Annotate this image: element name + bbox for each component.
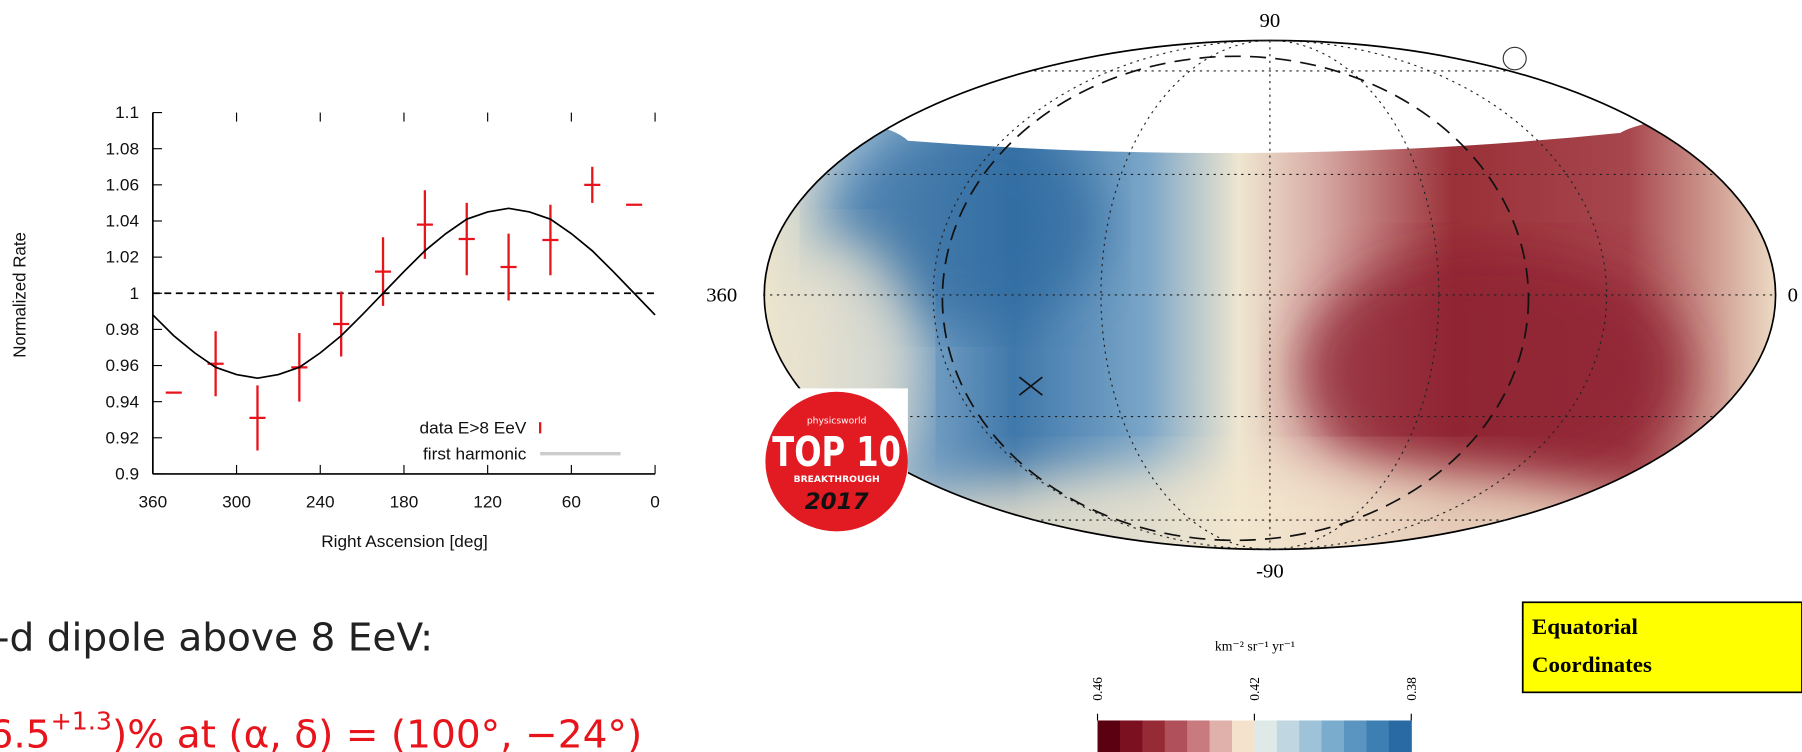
colorbar-label: km⁻² sr⁻¹ yr⁻¹	[1215, 639, 1295, 654]
info-box: Equatorial Coordinates	[1523, 602, 1802, 692]
colorbar-cell	[1389, 720, 1412, 752]
page: Normalized Rate Right Ascension [deg] 0.…	[0, 0, 1802, 752]
slide: Normalized Rate Right Ascension [deg] 0.…	[0, 0, 1802, 752]
x-axis-label: Right Ascension [deg]	[321, 532, 488, 551]
y-tick-label: 1.04	[106, 212, 140, 231]
y-tick-label: 0.92	[106, 429, 140, 448]
map-label: 90	[1260, 10, 1281, 32]
badge-brand: physicsworld	[807, 416, 867, 426]
map-label: 360	[706, 285, 737, 307]
y-tick-label: 0.94	[106, 392, 140, 411]
colorbar-cell	[1299, 720, 1322, 752]
y-tick-label: 1.06	[106, 176, 140, 195]
colorbar-cell	[1210, 720, 1233, 752]
y-tick-label: 1.1	[115, 103, 139, 122]
badge-year: 2017	[805, 489, 869, 515]
x-tick-label: 120	[473, 493, 502, 512]
y-tick-label: 0.96	[106, 356, 140, 375]
dipole-result: 6.5+1.3)% at (α, δ) = (100°, −24°)	[0, 707, 642, 752]
x-tick-label: 0	[650, 493, 660, 512]
colorbar-cell	[1120, 720, 1143, 752]
x-tick-label: 180	[390, 493, 419, 512]
map-label: 0	[1788, 285, 1798, 307]
colorbar-tick-label: 0.42	[1247, 677, 1262, 701]
colorbar-cell	[1344, 720, 1367, 752]
legend-label: data E>8 EeV	[420, 419, 527, 438]
y-tick-label: 1.02	[106, 248, 140, 267]
colorbar-cell	[1322, 720, 1345, 752]
y-axis-label: Normalized Rate	[10, 232, 29, 358]
colorbar: km⁻² sr⁻¹ yr⁻¹ 0.46 0.42 0.38	[1090, 639, 1419, 752]
colorbar-cell	[1142, 720, 1165, 752]
x-tick-label: 300	[222, 493, 251, 512]
map-label: -90	[1256, 561, 1284, 583]
colorbar-cell	[1277, 720, 1300, 752]
colorbar-cell	[1098, 720, 1121, 752]
colorbar-cell	[1254, 720, 1277, 752]
y-tick-label: 0.9	[115, 465, 139, 484]
colorbar-cell	[1165, 720, 1188, 752]
y-tick-label: 1	[129, 284, 139, 303]
x-tick-label: 360	[138, 493, 167, 512]
colorbar-cell	[1187, 720, 1210, 752]
y-tick-label: 1.08	[106, 139, 140, 158]
y-tick-label: 0.98	[106, 320, 140, 339]
info-line: Equatorial	[1532, 614, 1638, 639]
amplitude: 6.5	[0, 713, 51, 752]
colorbar-tick-label: 0.38	[1404, 677, 1419, 701]
amplitude-error: +1.3	[51, 707, 112, 736]
x-tick-label: 60	[562, 493, 581, 512]
direction: )% at (α, δ) = (100°, −24°)	[112, 713, 642, 752]
x-tick-label: 240	[306, 493, 335, 512]
info-line: Coordinates	[1532, 652, 1652, 677]
legend-label: first harmonic	[423, 444, 527, 463]
colorbar-cell	[1366, 720, 1389, 752]
badge-title: TOP 10	[772, 428, 901, 476]
badge-subtitle: BREAKTHROUGH	[794, 475, 880, 485]
badge: physicsworld TOP 10 BREAKTHROUGH 2017	[765, 388, 908, 531]
colorbar-tick-label: 0.46	[1090, 677, 1105, 701]
dipole-heading: -d dipole above 8 EeV:	[0, 616, 433, 661]
rate-chart: Normalized Rate Right Ascension [deg] 0.…	[10, 103, 660, 551]
colorbar-cell	[1232, 720, 1255, 752]
